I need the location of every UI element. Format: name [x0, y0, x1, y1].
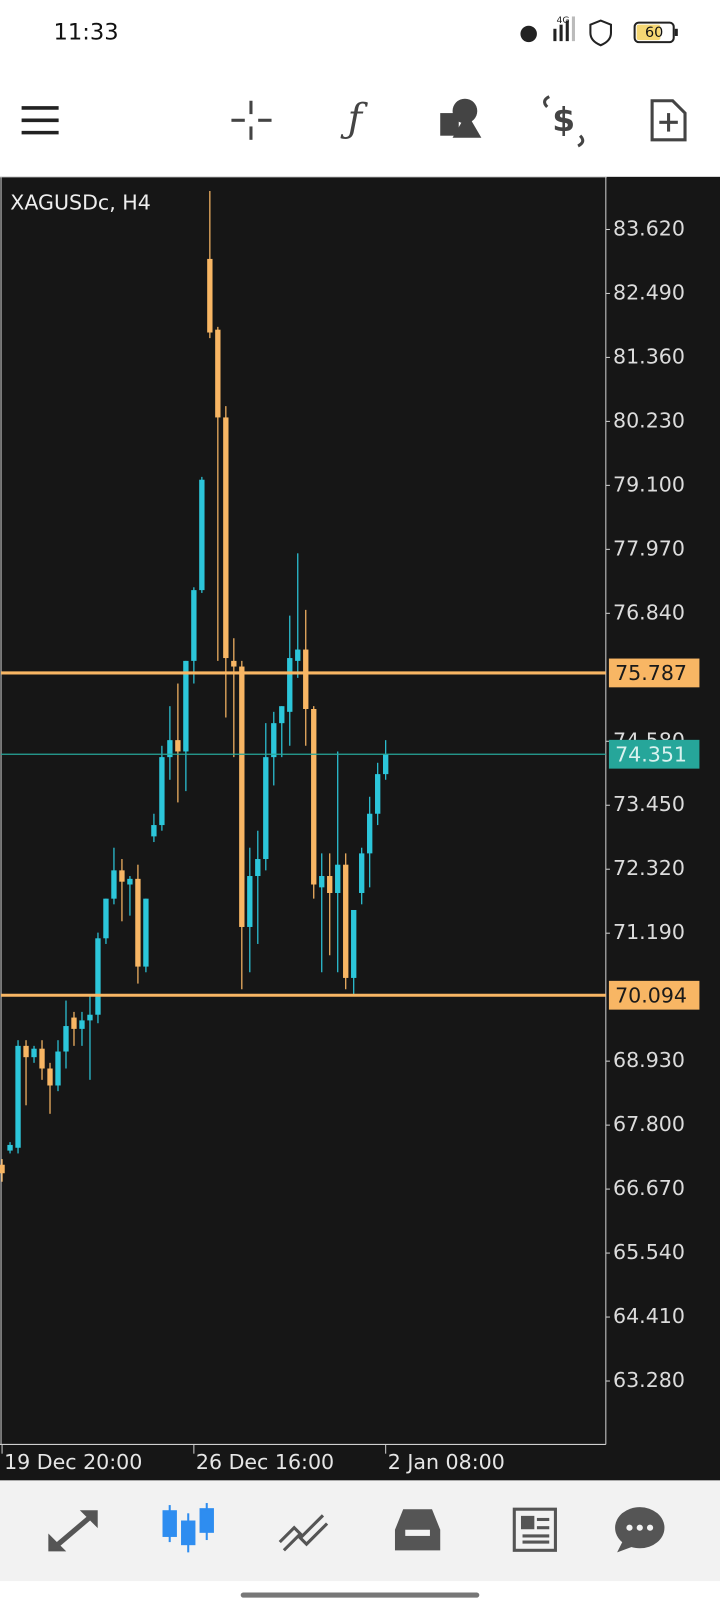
candle-body	[95, 938, 101, 1015]
menu-button[interactable]	[21, 106, 59, 135]
chart-background	[0, 176, 720, 1481]
candle-body	[127, 878, 133, 885]
chart-title: XAGUSDc, H4	[10, 191, 151, 215]
svg-text:4G: 4G	[556, 15, 569, 26]
candle-body	[327, 876, 333, 894]
candle-body	[0, 1164, 5, 1174]
candle-body	[223, 417, 229, 659]
battery-level: 60	[645, 25, 663, 41]
y-tick-label: 76.840	[613, 600, 685, 624]
candle-body	[367, 813, 373, 854]
candle-body	[111, 870, 117, 899]
candle-body	[39, 1048, 45, 1069]
candle-body	[247, 876, 253, 927]
status-time: 11:33	[53, 19, 118, 45]
candle-body	[319, 876, 325, 888]
candle-body	[183, 660, 189, 752]
y-tick-label: 63.280	[613, 1368, 685, 1392]
y-tick-label: 80.230	[613, 408, 685, 432]
y-tick-label: 64.410	[613, 1304, 685, 1328]
candle-body	[31, 1048, 37, 1058]
candle-body	[103, 898, 109, 939]
chat-tab[interactable]	[615, 1507, 665, 1553]
price-tag	[608, 739, 700, 769]
candle-body	[215, 329, 221, 418]
candle-body	[335, 864, 341, 894]
home-indicator	[240, 1592, 480, 1598]
candle-body	[207, 258, 213, 333]
y-tick-label: 66.670	[613, 1176, 685, 1200]
candle-body	[231, 660, 237, 667]
indicators-button[interactable]: ƒ	[340, 96, 369, 141]
candle-body	[351, 909, 357, 978]
chart-tab[interactable]	[162, 1503, 214, 1553]
candle-body	[87, 1014, 93, 1021]
x-tick-label: 26 Dec 16:00	[196, 1450, 334, 1474]
candle-body	[199, 479, 205, 591]
plot: 83.620 82.490 81.360 80.230 79.100 77.970 76.8…	[0, 190, 700, 1474]
news-tab[interactable]	[512, 1507, 557, 1552]
x-tick-label: 19 Dec 20:00	[4, 1450, 142, 1474]
history-tab[interactable]	[394, 1509, 441, 1551]
candle-body	[191, 590, 197, 661]
candle-body	[375, 774, 381, 814]
candle-body	[167, 740, 173, 758]
x-tick-label: 2 Jan 08:00	[388, 1450, 505, 1474]
candle-body	[151, 825, 157, 837]
price-tag-label: 74.351	[615, 742, 687, 766]
price-tag-label: 75.787	[615, 661, 687, 685]
price-tag	[608, 980, 700, 1010]
price-tag	[608, 658, 700, 688]
candle-body	[23, 1045, 29, 1058]
y-tick-label: 73.450	[613, 792, 685, 816]
candle-body	[143, 898, 149, 967]
y-tick-label: 77.970	[613, 536, 685, 560]
y-tick-label: 67.800	[613, 1112, 685, 1136]
status-icons: 4G	[520, 15, 678, 47]
trade-tab[interactable]	[278, 1514, 329, 1552]
candle-body	[382, 754, 389, 775]
y-tick-label: 81.360	[613, 344, 685, 368]
crosshair-button[interactable]	[231, 100, 272, 140]
candle-body	[279, 706, 285, 724]
price-tag-label: 70.094	[615, 983, 687, 1007]
candle-body	[71, 1017, 77, 1029]
candle-body	[63, 1026, 69, 1052]
candle-body	[303, 649, 309, 710]
candle-body	[239, 666, 245, 927]
y-tick-label: 82.490	[613, 280, 685, 304]
candle-body	[7, 1144, 13, 1151]
y-tick-label: 83.620	[613, 216, 685, 240]
candle-body	[271, 723, 277, 758]
candle-body	[159, 757, 165, 826]
y-tick-label: 72.320	[613, 856, 685, 880]
candle-body	[79, 1020, 85, 1029]
quotes-tab[interactable]	[48, 1510, 98, 1552]
candle-body	[287, 658, 293, 712]
bottom-nav	[0, 1480, 720, 1582]
candle-body	[255, 859, 261, 877]
objects-button[interactable]	[440, 98, 482, 138]
candle-body	[359, 853, 365, 894]
candle-body	[15, 1045, 21, 1148]
y-tick-label: 79.100	[613, 472, 685, 496]
candle-body	[263, 757, 269, 860]
trade-button[interactable]: $	[543, 95, 585, 148]
candle-body	[135, 878, 141, 967]
svg-text:$: $	[552, 100, 575, 139]
candle-body	[119, 870, 125, 882]
candle-body	[343, 864, 349, 978]
candle-body	[47, 1068, 53, 1086]
y-tick-label: 71.190	[613, 920, 685, 944]
candle-body	[55, 1051, 61, 1086]
candle-body	[311, 709, 317, 885]
new-order-button[interactable]	[650, 99, 687, 142]
candle-body	[295, 649, 301, 661]
candle-body	[175, 740, 181, 752]
y-tick-label: 65.540	[613, 1240, 685, 1264]
y-tick-label: 68.930	[613, 1048, 685, 1072]
